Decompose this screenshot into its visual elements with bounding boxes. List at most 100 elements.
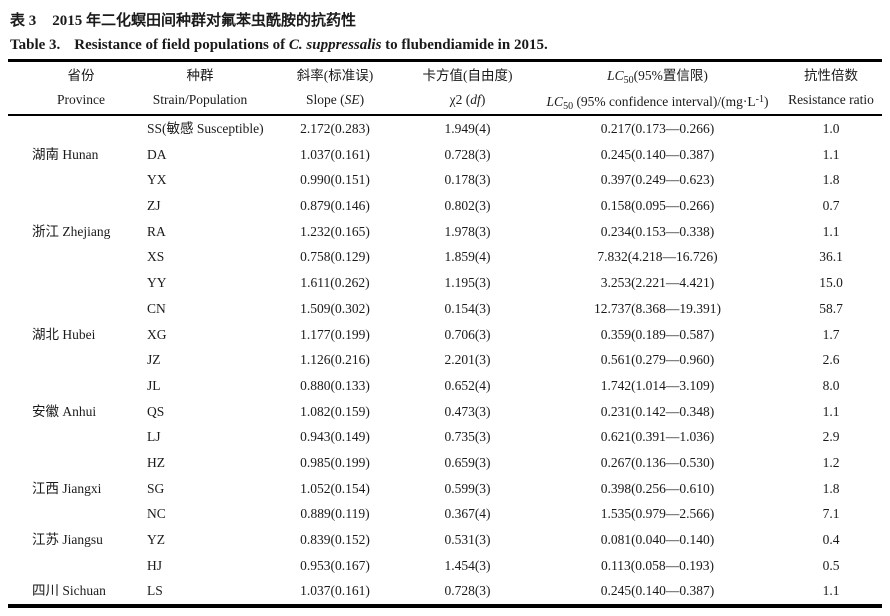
chi-square-cell: 0.599(3)	[444, 480, 491, 496]
lc50-cell: 0.359(0.189—0.587)	[600, 326, 715, 342]
resistance-ratio-cell: 7.1	[822, 506, 840, 522]
strain-cell: YZ	[147, 532, 165, 547]
table-row: JL 0.880(0.133) 0.652(4) 1.742(1.014—3.109)…	[8, 373, 882, 399]
resistance-ratio-cell: 15.0	[819, 275, 843, 291]
col-header-rr-cn: 抗性倍数	[804, 68, 858, 83]
slope-cell: 0.880(0.133)	[300, 377, 370, 393]
lc50-cell: 0.217(0.173—0.266)	[600, 121, 715, 136]
chi-square-cell: 0.802(3)	[444, 198, 491, 214]
strain-cell: YX	[147, 172, 167, 188]
slope-cell: 1.232(0.165)	[300, 223, 370, 239]
strain-cell: YY	[147, 275, 167, 291]
col-header-rr-en: Resistance ratio	[788, 92, 874, 107]
province-cell	[8, 501, 130, 527]
chi-square-cell: 1.195(3)	[444, 275, 491, 291]
resistance-ratio-cell: 0.5	[822, 557, 840, 573]
resistance-ratio-cell: 1.2	[822, 454, 840, 470]
slope-cell: 0.839(0.152)	[300, 532, 370, 547]
province-cell	[8, 167, 130, 193]
table-row: 安徽 Anhui QS 1.082(0.159) 0.473(3) 0.231(0.14…	[8, 399, 882, 425]
table-row: CN 1.509(0.302) 0.154(3) 12.737(8.368—19.39…	[8, 296, 882, 322]
lc50-cell: 0.081(0.040—0.140)	[600, 532, 715, 547]
strain-cell: SG	[147, 480, 165, 496]
table-row: 江苏 Jiangsu YZ 0.839(0.152) 0.531(3) 0.081(0.…	[8, 527, 882, 553]
col-header-chi-square: 卡方值(自由度) χ2 (df)	[400, 64, 535, 112]
col-header-strain: 种群 Strain/Population	[130, 64, 270, 112]
strain-cell: JZ	[147, 352, 161, 368]
province-cell: 湖南 Hunan	[32, 146, 99, 162]
chi-square-cell: 0.473(3)	[444, 403, 491, 419]
slope-se-italic: SE	[344, 92, 360, 107]
lc50-cell: 0.397(0.249—0.623)	[600, 172, 715, 188]
lc50-cell: 0.621(0.391—1.036)	[600, 429, 715, 445]
slope-en-post: )	[359, 92, 365, 107]
strain-cell: HZ	[147, 454, 165, 470]
province-cell: 江西 Jiangxi	[32, 480, 102, 496]
lc50-cell: 0.113(0.058—0.193)	[600, 557, 715, 573]
resistance-ratio-cell: 0.7	[822, 198, 840, 214]
lc50-cell: 1.535(0.979—2.566)	[600, 506, 715, 522]
lc50-cell: 3.253(2.221—4.421)	[600, 275, 715, 291]
species-name-italic: C. suppressalis	[288, 37, 382, 53]
table-title-cn-text: 2015 年二化螟田间种群对氟苯虫酰胺的抗药性	[52, 13, 357, 29]
resistance-table: 省份 Province 种群 Strain/Population 斜率(标准误)…	[8, 59, 882, 609]
col-header-slope-cn: 斜率(标准误)	[296, 68, 374, 83]
province-cell	[8, 193, 130, 219]
col-header-province: 省份 Province	[8, 64, 130, 112]
chi-square-cell: 0.735(3)	[444, 429, 491, 445]
lc50-subscript-cn: 50	[623, 75, 634, 86]
table-row: 四川 Sichuan LS 1.037(0.161) 0.728(3) 0.245(0.…	[8, 578, 882, 604]
slope-en-pre: Slope (	[305, 92, 345, 107]
resistance-ratio-cell: 1.0	[822, 121, 840, 136]
chi-square-cell: 0.652(4)	[444, 377, 491, 393]
resistance-ratio-cell: 1.8	[822, 480, 840, 496]
col-header-province-cn: 省份	[67, 68, 95, 83]
chi-square-cell: 0.728(3)	[444, 583, 491, 599]
col-header-province-en: Province	[57, 92, 105, 107]
title-en-part1: Resistance of field populations of	[74, 37, 289, 53]
col-header-slope-en: Slope (SE)	[270, 88, 400, 112]
chi-square-cell: 1.859(4)	[444, 249, 491, 265]
province-cell	[8, 296, 130, 322]
lc50-italic-en: LC	[546, 94, 564, 109]
strain-cell: LS	[147, 583, 163, 599]
resistance-ratio-cell: 58.7	[819, 300, 843, 316]
resistance-ratio-cell: 0.4	[822, 532, 840, 547]
table-row: HJ 0.953(0.167) 1.454(3) 0.113(0.058—0.193)…	[8, 553, 882, 579]
lc50-cell: 12.737(8.368—19.391)	[593, 300, 722, 316]
lc50-subscript-en: 50	[563, 101, 574, 112]
slope-cell: 0.990(0.151)	[300, 172, 370, 188]
resistance-ratio-cell: 2.6	[822, 352, 840, 368]
strain-cell: ZJ	[147, 198, 161, 214]
resistance-ratio-cell: 1.1	[822, 223, 840, 239]
slope-cell: 0.879(0.146)	[300, 198, 370, 214]
table-title-cn: 表 3 2015 年二化螟田间种群对氟苯虫酰胺的抗药性	[0, 0, 890, 30]
chi-square-cell: 2.201(3)	[444, 352, 491, 368]
province-cell: 江苏 Jiangsu	[32, 532, 103, 547]
col-header-strain-en: Strain/Population	[152, 92, 248, 107]
slope-cell: 1.082(0.159)	[300, 403, 370, 419]
province-cell: 湖北 Hubei	[32, 326, 96, 342]
province-cell	[8, 347, 130, 373]
lc50-cn-rest: (95%置信限)	[633, 68, 708, 83]
province-cell	[8, 244, 130, 270]
lc50-cell: 0.561(0.279—0.960)	[600, 352, 715, 368]
col-header-lc50-en: LC50 (95% confidence interval)/(mg·L-1)	[535, 88, 780, 112]
table-row: 浙江 Zhejiang RA 1.232(0.165) 1.978(3) 0.234(0…	[8, 219, 882, 245]
table-row: LJ 0.943(0.149) 0.735(3) 0.621(0.391—1.036)…	[8, 424, 882, 450]
col-header-lc50: LC50(95%置信限) LC50 (95% confidence interv…	[535, 64, 780, 112]
slope-cell: 1.126(0.216)	[300, 352, 370, 368]
lc50-cell: 0.245(0.140—0.387)	[600, 583, 715, 599]
table-row: YY 1.611(0.262) 1.195(3) 3.253(2.221—4.421)…	[8, 270, 882, 296]
slope-cell: 1.052(0.154)	[300, 480, 370, 496]
slope-cell: 0.943(0.149)	[300, 429, 370, 445]
chi-square-cell: 1.978(3)	[444, 223, 491, 239]
strain-cell: RA	[147, 223, 166, 239]
slope-cell: 2.172(0.283)	[300, 121, 370, 136]
slope-cell: 1.037(0.161)	[300, 146, 370, 162]
lc50-cell: 7.832(4.218—16.726)	[597, 249, 718, 265]
resistance-ratio-cell: 36.1	[819, 249, 843, 265]
strain-cell: CN	[147, 300, 166, 316]
slope-cell: 0.889(0.119)	[300, 506, 370, 522]
table-row: JZ 1.126(0.216) 2.201(3) 0.561(0.279—0.960)…	[8, 347, 882, 373]
